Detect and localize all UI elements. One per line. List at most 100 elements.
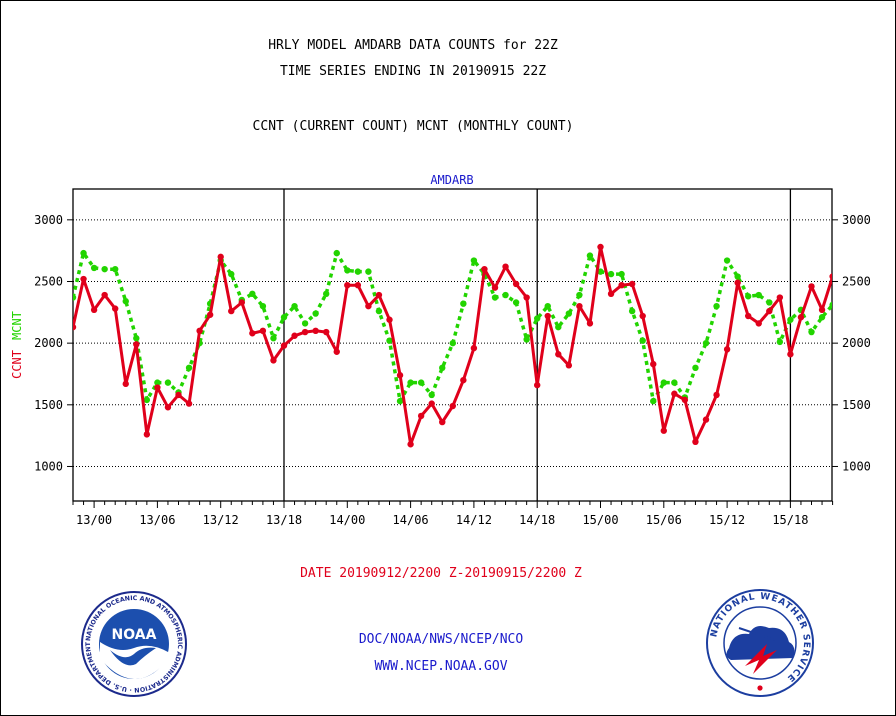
data-point-mcnt <box>439 364 446 372</box>
data-point-mcnt <box>365 268 372 275</box>
data-point-mcnt <box>755 291 762 299</box>
data-point-ccnt <box>312 327 319 335</box>
data-point-mcnt <box>344 267 351 274</box>
data-point-mcnt <box>607 270 615 278</box>
x-tick-label: 15/18 <box>772 513 808 527</box>
data-point-ccnt <box>523 294 530 301</box>
series-line-mcnt <box>73 251 832 403</box>
data-point-ccnt <box>365 302 372 310</box>
data-point-ccnt <box>133 341 140 348</box>
data-point-ccnt <box>291 332 298 339</box>
data-point-ccnt <box>344 281 351 289</box>
nws-logo: NATIONAL WEATHER SERVICE <box>706 589 814 697</box>
data-point-mcnt <box>228 270 235 278</box>
data-point-ccnt <box>639 312 646 320</box>
data-point-ccnt <box>713 391 720 399</box>
organization-label[interactable]: DOC/NOAA/NWS/NCEP/NCO <box>358 632 524 647</box>
data-point-ccnt <box>491 284 499 291</box>
data-point-ccnt <box>650 360 657 368</box>
data-point-ccnt <box>206 311 214 318</box>
data-point-mcnt <box>80 249 87 257</box>
data-point-mcnt <box>470 257 478 264</box>
y-tick-label-right: 2500 <box>842 274 871 288</box>
data-point-mcnt <box>386 337 393 344</box>
data-point-mcnt <box>713 302 720 310</box>
data-point-ccnt <box>439 418 446 426</box>
data-point-ccnt <box>586 320 594 327</box>
chart-title: AMDARB <box>430 173 473 187</box>
data-point-mcnt <box>491 294 499 301</box>
data-point-mcnt <box>702 339 710 347</box>
data-point-mcnt <box>544 302 551 310</box>
data-point-mcnt <box>660 379 667 386</box>
data-point-mcnt <box>586 252 594 259</box>
data-point-ccnt <box>565 362 573 369</box>
x-tick-label: 15/12 <box>709 513 745 527</box>
data-point-mcnt <box>164 379 172 386</box>
data-point-mcnt <box>133 335 140 342</box>
y-tick-label-right: 1000 <box>842 459 871 473</box>
chart-header-line1: HRLY MODEL AMDARB DATA COUNTS for 22Z <box>268 38 558 53</box>
x-tick-label: 13/06 <box>139 513 175 527</box>
data-point-ccnt <box>323 328 330 336</box>
data-point-mcnt <box>101 265 108 273</box>
data-point-ccnt <box>217 253 224 261</box>
data-point-ccnt <box>766 307 773 315</box>
data-point-mcnt <box>808 328 815 336</box>
data-point-ccnt <box>73 323 77 331</box>
x-tick-label: 15/00 <box>582 513 618 527</box>
y-tick-label-right: 1500 <box>842 398 871 412</box>
data-point-mcnt <box>301 320 309 327</box>
data-point-mcnt <box>73 294 77 301</box>
data-point-mcnt <box>143 396 151 404</box>
data-point-ccnt <box>755 320 762 327</box>
x-tick-label: 13/00 <box>76 513 112 527</box>
data-point-ccnt <box>396 372 404 379</box>
data-point-ccnt <box>534 381 541 389</box>
data-point-ccnt <box>671 390 678 397</box>
data-point-mcnt <box>723 257 731 264</box>
data-point-mcnt <box>396 397 404 405</box>
data-point-ccnt <box>407 441 414 448</box>
data-point-ccnt <box>428 400 435 407</box>
data-point-ccnt <box>840 357 846 363</box>
data-point-mcnt <box>417 379 425 386</box>
data-point-ccnt <box>692 438 699 446</box>
data-point-mcnt <box>249 290 256 298</box>
data-point-ccnt <box>154 384 161 391</box>
data-point-ccnt <box>576 302 583 310</box>
data-point-ccnt <box>618 281 625 289</box>
data-point-mcnt <box>745 293 752 300</box>
data-point-mcnt <box>375 307 383 315</box>
data-point-mcnt <box>766 299 773 306</box>
data-point-mcnt <box>428 391 435 399</box>
data-point-ccnt <box>238 299 245 306</box>
data-point-ccnt <box>787 351 794 358</box>
x-tick-label: 13/12 <box>203 513 239 527</box>
data-point-ccnt <box>512 280 520 288</box>
data-point-mcnt <box>628 307 636 315</box>
data-point-mcnt <box>576 291 583 299</box>
data-point-ccnt <box>723 346 731 353</box>
data-point-mcnt <box>787 316 794 323</box>
data-point-mcnt <box>829 301 832 309</box>
data-point-ccnt <box>417 412 425 420</box>
data-point-ccnt <box>333 348 340 355</box>
data-point-ccnt <box>681 396 689 404</box>
data-point-mcnt <box>565 310 573 317</box>
x-tick-label: 14/12 <box>456 513 492 527</box>
data-point-ccnt <box>175 391 182 399</box>
y-tick-label-left: 2000 <box>34 336 63 350</box>
data-point-mcnt <box>639 337 646 344</box>
data-point-ccnt <box>259 327 267 335</box>
data-point-mcnt <box>650 397 657 405</box>
data-point-ccnt <box>375 291 383 299</box>
amdarb-time-series-chart: 1000 1000 1500 1500 2000 2000 2500 2500 3000 3000… <box>10 173 871 527</box>
data-point-ccnt <box>502 263 509 270</box>
y-tick-label-right: 2000 <box>842 336 871 350</box>
data-point-ccnt <box>143 431 151 438</box>
data-point-ccnt <box>470 344 478 352</box>
date-range-label: DATE 20190912/2200 Z-20190915/2200 Z <box>300 566 582 581</box>
data-point-ccnt <box>745 312 752 320</box>
website-link[interactable]: WWW.NCEP.NOAA.GOV <box>374 659 508 674</box>
